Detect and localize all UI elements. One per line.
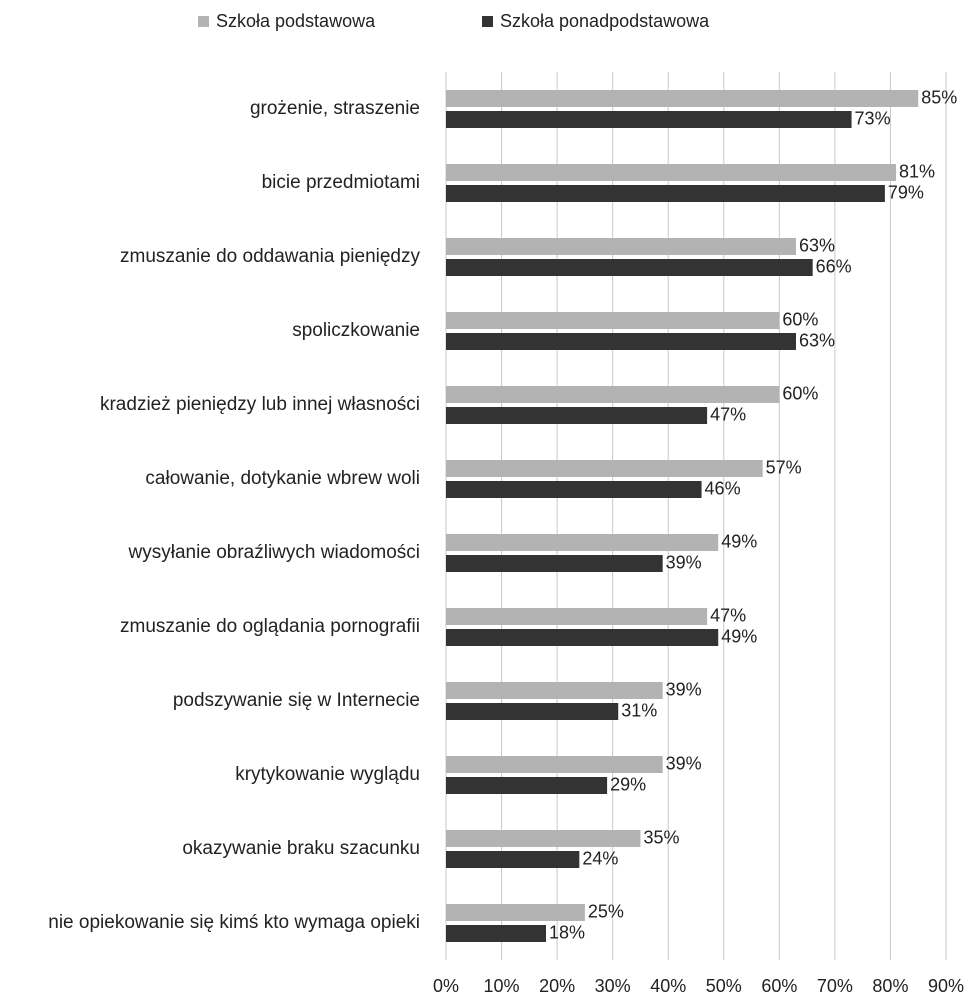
legend-label: Szkoła podstawowa [216,11,376,31]
bar [446,460,763,477]
value-label: 29% [610,774,646,794]
value-label: 66% [816,256,852,276]
x-tick-label: 0% [433,976,459,996]
category-label: całowanie, dotykanie wbrew woli [145,468,420,489]
bar [446,407,708,424]
x-tick-label: 80% [872,976,908,996]
category-label: kradzież pieniędzy lub innej własności [99,394,420,415]
legend-swatch [198,16,209,27]
value-label: 39% [666,552,702,572]
category-label: spoliczkowanie [292,320,420,341]
value-label: 63% [799,330,835,350]
bar [446,629,719,646]
bar [446,164,896,181]
x-tick-label: 10% [484,976,520,996]
value-label: 39% [666,679,702,699]
x-tick-label: 20% [539,976,575,996]
category-label: zmuszanie do oglądania pornografii [120,616,420,637]
bar [446,830,641,847]
value-label: 81% [899,161,935,181]
category-label: okazywanie braku szacunku [182,838,420,859]
value-label: 79% [888,182,924,202]
legend-swatch [482,16,493,27]
bar [446,682,663,699]
value-label: 25% [588,901,624,921]
bar [446,904,585,921]
category-label: zmuszanie do oddawania pieniędzy [120,246,420,267]
value-label: 35% [643,827,679,847]
bar [446,90,919,107]
value-label: 46% [705,478,741,498]
x-tick-label: 70% [817,976,853,996]
x-tick-label: 90% [928,976,964,996]
category-label: nie opiekowanie się kimś kto wymaga opie… [48,912,420,933]
bar [446,386,780,403]
bar [446,756,663,773]
bar [446,777,608,794]
value-label: 63% [799,235,835,255]
x-tick-label: 60% [761,976,797,996]
x-tick-label: 40% [650,976,686,996]
value-label: 49% [721,626,757,646]
bar [446,851,580,868]
value-label: 60% [782,383,818,403]
bar [446,481,702,498]
bar [446,333,796,350]
bar [446,555,663,572]
value-label: 57% [766,457,802,477]
bar [446,111,852,128]
x-tick-label: 30% [595,976,631,996]
value-label: 31% [621,700,657,720]
value-label: 85% [921,87,957,107]
value-label: 47% [710,404,746,424]
bar [446,259,813,276]
bar [446,608,708,625]
value-label: 73% [855,108,891,128]
value-label: 39% [666,753,702,773]
category-label: krytykowanie wyglądu [235,764,420,785]
bar [446,925,546,942]
category-label: wysyłanie obraźliwych wiadomości [128,542,420,563]
bar [446,703,619,720]
x-tick-label: 50% [706,976,742,996]
bar [446,312,780,329]
value-label: 24% [582,848,618,868]
category-label: bicie przedmiotami [261,172,420,193]
bar [446,534,719,551]
bar [446,185,885,202]
category-label: podszywanie się w Internecie [172,690,420,711]
value-label: 60% [782,309,818,329]
value-label: 18% [549,922,585,942]
value-label: 49% [721,531,757,551]
category-label: grożenie, straszenie [249,98,420,119]
bar [446,238,796,255]
value-label: 47% [710,605,746,625]
legend-label: Szkoła ponadpodstawowa [500,11,710,31]
